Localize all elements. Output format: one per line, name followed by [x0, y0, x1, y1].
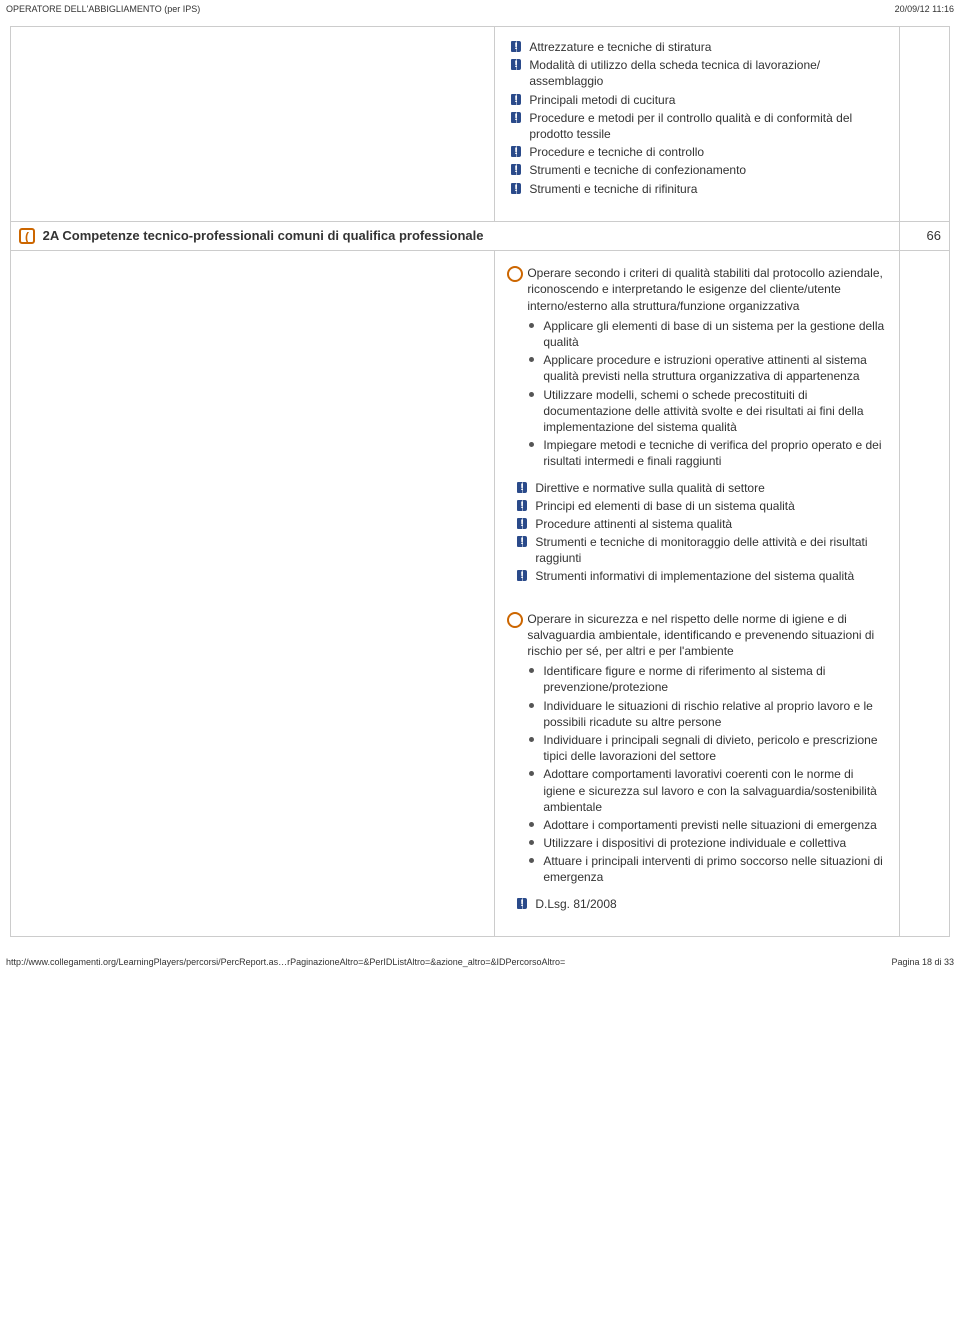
- body-row: Operare secondo i criteri di qualità sta…: [11, 251, 950, 937]
- section-icon: (: [19, 228, 35, 244]
- footer-left: http://www.collegamenti.org/LearningPlay…: [6, 957, 565, 967]
- page-footer: http://www.collegamenti.org/LearningPlay…: [0, 951, 960, 971]
- list-item: Principali metodi di cucitura: [511, 92, 887, 108]
- list-item: Strumenti informativi di implementazione…: [517, 568, 887, 584]
- list-item: Identificare figure e norme di riferimen…: [529, 663, 887, 695]
- list-item: Attuare i principali interventi di primo…: [529, 853, 887, 885]
- list-item: Direttive e normative sulla qualità di s…: [517, 480, 887, 496]
- page-header: OPERATORE DELL'ABBIGLIAMENTO (per IPS) 2…: [0, 0, 960, 16]
- header-left: OPERATORE DELL'ABBIGLIAMENTO (per IPS): [6, 4, 200, 14]
- top-book-list: Attrezzature e tecniche di stiratura Mod…: [507, 39, 887, 197]
- top-left-cell: [11, 27, 495, 222]
- dot-list-1: Applicare gli elementi di base di un sis…: [507, 318, 887, 470]
- list-item: D.Lsg. 81/2008: [517, 896, 887, 912]
- list-item: Adottare comportamenti lavorativi coeren…: [529, 766, 887, 815]
- body-right-cell: [900, 251, 950, 937]
- list-item: Attrezzature e tecniche di stiratura: [511, 39, 887, 55]
- section-value: 66: [900, 221, 950, 251]
- list-item: Individuare i principali segnali di divi…: [529, 732, 887, 764]
- top-right-cell: [900, 27, 950, 222]
- list-item: Impiegare metodi e tecniche di verifica …: [529, 437, 887, 469]
- section-title: 2A Competenze tecnico-professionali comu…: [43, 228, 484, 243]
- list-item: Applicare gli elementi di base di un sis…: [529, 318, 887, 350]
- top-mid-cell: Attrezzature e tecniche di stiratura Mod…: [495, 27, 900, 222]
- list-item: Modalità di utilizzo della scheda tecnic…: [511, 57, 887, 89]
- list-item: Procedure e tecniche di controllo: [511, 144, 887, 160]
- footer-right: Pagina 18 di 33: [891, 957, 954, 967]
- list-item: Strumenti e tecniche di monitoraggio del…: [517, 534, 887, 566]
- section-header-row: ( 2A Competenze tecnico-professionali co…: [11, 221, 950, 251]
- list-item: Strumenti e tecniche di confezionamento: [511, 162, 887, 178]
- dot-list-2: Identificare figure e norme di riferimen…: [507, 663, 887, 885]
- competence-title: Operare in sicurezza e nel rispetto dell…: [507, 611, 887, 660]
- list-item: Strumenti e tecniche di rifinitura: [511, 181, 887, 197]
- list-item: Procedure e metodi per il controllo qual…: [511, 110, 887, 142]
- body-left-cell: [11, 251, 495, 937]
- list-item: Principi ed elementi di base di un siste…: [517, 498, 887, 514]
- list-item: Utilizzare modelli, schemi o schede prec…: [529, 387, 887, 436]
- list-item: Utilizzare i dispositivi di protezione i…: [529, 835, 887, 851]
- section-title-cell: ( 2A Competenze tecnico-professionali co…: [11, 221, 900, 251]
- list-item: Applicare procedure e istruzioni operati…: [529, 352, 887, 384]
- list-item: Individuare le situazioni di rischio rel…: [529, 698, 887, 730]
- competence-block-2: Operare in sicurezza e nel rispetto dell…: [507, 611, 887, 912]
- list-item: Adottare i comportamenti previsti nelle …: [529, 817, 887, 833]
- content-table: Attrezzature e tecniche di stiratura Mod…: [10, 26, 950, 937]
- body-mid-cell: Operare secondo i criteri di qualità sta…: [495, 251, 900, 937]
- competence-block-1: Operare secondo i criteri di qualità sta…: [507, 265, 887, 584]
- list-item: Procedure attinenti al sistema qualità: [517, 516, 887, 532]
- header-right: 20/09/12 11:16: [895, 4, 954, 14]
- top-row: Attrezzature e tecniche di stiratura Mod…: [11, 27, 950, 222]
- book-list-2: D.Lsg. 81/2008: [507, 896, 887, 912]
- competence-title: Operare secondo i criteri di qualità sta…: [507, 265, 887, 314]
- book-list-1: Direttive e normative sulla qualità di s…: [507, 480, 887, 585]
